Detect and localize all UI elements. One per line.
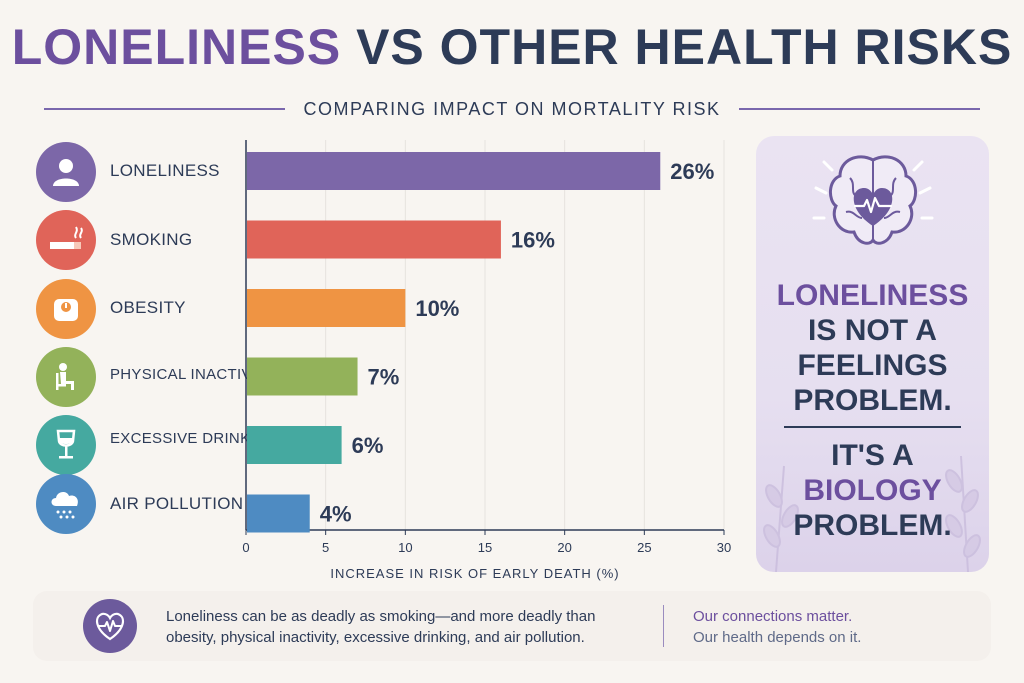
- message-line-2: IS NOT A: [808, 314, 937, 347]
- wine-glass-icon: [36, 415, 96, 475]
- data-label: 7%: [368, 365, 400, 390]
- x-tick-label: 15: [478, 540, 492, 555]
- category-label-physical-inactivity: PHYSICAL INACTIVITY: [110, 366, 277, 383]
- brain-heart-icon: [810, 148, 936, 260]
- bar-loneliness: [247, 152, 661, 190]
- bar-smoking: [247, 220, 501, 259]
- subtitle-rule-right: [738, 108, 981, 110]
- footer-tagline-1: Our connections matter.: [693, 608, 853, 625]
- cigarette-icon: [36, 210, 96, 270]
- x-tick-label: 5: [322, 540, 329, 555]
- person-icon: [36, 142, 96, 202]
- footer-banner: Loneliness can be as deadly as smoking—a…: [33, 591, 991, 661]
- x-tick-label: 25: [637, 540, 651, 555]
- data-label: 4%: [320, 502, 352, 527]
- x-tick-label: 20: [557, 540, 571, 555]
- page-title: LONELINESS VS OTHER HEALTH RISKS: [0, 18, 1024, 76]
- data-label: 26%: [670, 159, 714, 184]
- title-highlight: LONELINESS: [11, 19, 342, 75]
- footer-statement: Loneliness can be as deadly as smoking—a…: [166, 608, 596, 646]
- message-line-4: PROBLEM.: [793, 384, 952, 417]
- footer-tagline: Our connections matter. Our health depen…: [693, 606, 861, 648]
- sitting-person-icon: [36, 347, 96, 407]
- message-divider: [784, 426, 961, 428]
- footer-tagline-2: Our health depends on it.: [693, 629, 862, 646]
- title-rest: VS OTHER HEALTH RISKS: [341, 19, 1013, 75]
- x-tick-label: 10: [398, 540, 412, 555]
- x-axis-title: INCREASE IN RISK OF EARLY DEATH (%): [330, 566, 619, 581]
- category-label-loneliness: LONELINESS: [110, 161, 220, 180]
- subtitle: COMPARING IMPACT ON MORTALITY RISK: [303, 98, 721, 119]
- data-label: 6%: [352, 433, 384, 458]
- message-line-3: FEELINGS: [797, 349, 948, 382]
- data-label: 10%: [415, 296, 459, 321]
- category-label-excessive-drinking: EXCESSIVE DRINKING: [110, 430, 278, 447]
- cloud-rain-icon: [36, 474, 96, 534]
- bar-physical-inactivity: [247, 357, 358, 396]
- category-label-obesity: OBESITY: [110, 298, 186, 317]
- subtitle-rule-left: [44, 108, 286, 110]
- category-label-smoking: SMOKING: [110, 230, 193, 249]
- message-headline: LONELINESS IS NOT A FEELINGS PROBLEM.: [756, 278, 989, 418]
- message-line-1: LONELINESS: [776, 279, 969, 312]
- message-subline: IT'S A BIOLOGY PROBLEM.: [756, 438, 989, 543]
- scale-icon: [36, 279, 96, 339]
- message-line-7: PROBLEM.: [793, 509, 952, 542]
- message-panel: LONELINESS IS NOT A FEELINGS PROBLEM. IT…: [756, 136, 989, 572]
- subtitle-row: COMPARING IMPACT ON MORTALITY RISK: [44, 96, 981, 122]
- decorative-foliage: [763, 455, 981, 572]
- x-tick-label: 0: [242, 540, 249, 555]
- category-label-air-pollution: AIR POLLUTION: [110, 494, 244, 513]
- data-label: 16%: [511, 228, 555, 253]
- bar-air-pollution: [247, 494, 310, 533]
- bar-excessive-drinking: [247, 426, 342, 464]
- footer-separator: [663, 605, 664, 647]
- message-line-6: BIOLOGY: [803, 474, 942, 507]
- heart-pulse-icon: [83, 599, 137, 653]
- bar-obesity: [247, 289, 406, 327]
- message-line-5: IT'S A: [831, 439, 914, 472]
- x-tick-label: 30: [717, 540, 731, 555]
